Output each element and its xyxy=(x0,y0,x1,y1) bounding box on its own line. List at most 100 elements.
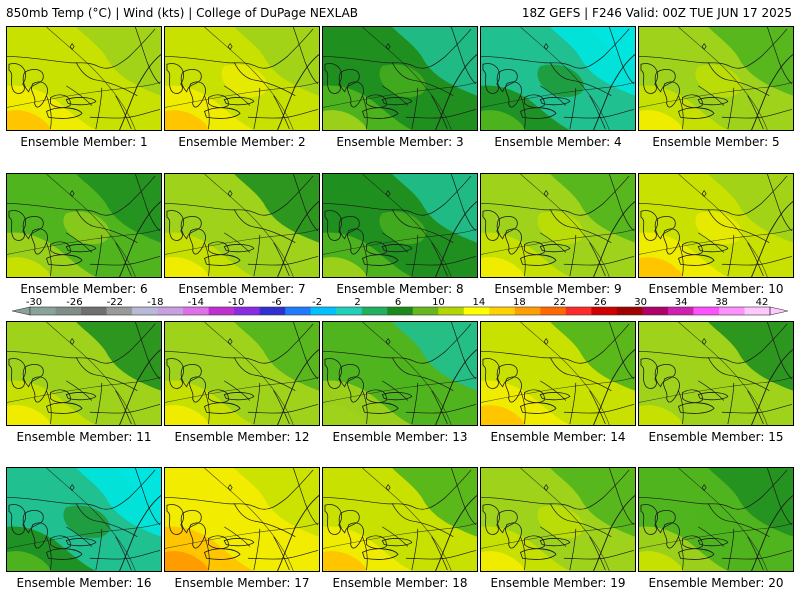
temperature-field xyxy=(481,174,635,277)
colorbar-segment xyxy=(438,307,465,315)
temperature-field xyxy=(165,27,319,130)
ensemble-member-label: Ensemble Member: 11 xyxy=(16,430,152,444)
ensemble-member-map xyxy=(638,467,794,572)
ensemble-member-label: Ensemble Member: 8 xyxy=(336,282,464,296)
ensemble-member-map xyxy=(480,26,636,131)
colorbar-segment xyxy=(234,307,261,315)
ensemble-member-map xyxy=(480,321,636,426)
temperature-field xyxy=(639,322,793,425)
colorbar-tick-label: -26 xyxy=(66,297,82,308)
ensemble-member-label: Ensemble Member: 16 xyxy=(16,576,152,590)
temperature-field xyxy=(481,322,635,425)
ensemble-member-label: Ensemble Member: 10 xyxy=(648,282,784,296)
ensemble-member-label: Ensemble Member: 19 xyxy=(490,576,626,590)
temperature-field xyxy=(7,322,161,425)
ensemble-member-label: Ensemble Member: 5 xyxy=(652,135,780,149)
colorbar-left-arrow xyxy=(11,306,31,316)
temperature-field xyxy=(639,174,793,277)
colorbar-tick-label: -18 xyxy=(147,297,163,308)
colorbar-segment xyxy=(591,307,618,315)
colorbar-segment xyxy=(81,307,108,315)
colorbar-segment xyxy=(387,307,414,315)
ensemble-member-map xyxy=(164,26,320,131)
ensemble-member-label: Ensemble Member: 6 xyxy=(20,282,148,296)
temperature-field xyxy=(323,27,477,130)
colorbar-tick-label: 38 xyxy=(715,297,728,308)
ensemble-member-label: Ensemble Member: 3 xyxy=(336,135,464,149)
temperature-field xyxy=(481,27,635,130)
colorbar-segment xyxy=(106,307,133,315)
temperature-colorbar: -30 -26 -22 -18 -14 -10 -6 -2 2 6 10 14 18 22 26 30 34 38… xyxy=(11,297,789,316)
colorbar-segment xyxy=(565,307,592,315)
ensemble-member-map xyxy=(6,173,162,278)
ensemble-member-map xyxy=(322,173,478,278)
colorbar-tick-label: 10 xyxy=(432,297,445,308)
colorbar-tick-label: 34 xyxy=(675,297,688,308)
colorbar-segment xyxy=(259,307,286,315)
colorbar-segment xyxy=(693,307,720,315)
colorbar-segment xyxy=(208,307,235,315)
ensemble-member-map xyxy=(322,321,478,426)
colorbar-tick-label: 18 xyxy=(513,297,526,308)
temperature-field xyxy=(7,174,161,277)
colorbar-segment xyxy=(667,307,694,315)
ensemble-member-map xyxy=(322,467,478,572)
run-valid-time: 18Z GEFS | F246 Valid: 00Z TUE JUN 17 20… xyxy=(521,6,792,20)
colorbar-segment xyxy=(285,307,312,315)
ensemble-member-label: Ensemble Member: 17 xyxy=(174,576,310,590)
colorbar-segment xyxy=(514,307,541,315)
ensemble-member-label: Ensemble Member: 7 xyxy=(178,282,306,296)
colorbar-tick-label: 14 xyxy=(473,297,486,308)
temperature-field xyxy=(481,468,635,571)
colorbar-tick-label: 42 xyxy=(756,297,769,308)
temperature-field xyxy=(323,468,477,571)
colorbar-tick-label: -6 xyxy=(272,297,282,308)
colorbar-segment xyxy=(183,307,210,315)
ensemble-member-map xyxy=(638,321,794,426)
ensemble-member-label: Ensemble Member: 18 xyxy=(332,576,468,590)
temperature-field xyxy=(323,322,477,425)
ensemble-member-map xyxy=(6,321,162,426)
colorbar-tick-label: 2 xyxy=(354,297,360,308)
ensemble-member-map xyxy=(638,173,794,278)
colorbar-segment xyxy=(540,307,567,315)
colorbar-tick-label: 30 xyxy=(634,297,647,308)
colorbar-tick-label: -10 xyxy=(228,297,244,308)
colorbar-segment xyxy=(463,307,490,315)
ensemble-member-label: Ensemble Member: 2 xyxy=(178,135,306,149)
colorbar-segment xyxy=(30,307,57,315)
ensemble-member-label: Ensemble Member: 1 xyxy=(20,135,148,149)
colorbar-tick-label: -14 xyxy=(188,297,204,308)
temperature-field xyxy=(165,468,319,571)
temperature-field xyxy=(7,27,161,130)
colorbar-segment xyxy=(642,307,669,315)
map-title: 850mb Temp (°C) | Wind (kts) | College o… xyxy=(6,6,359,20)
colorbar-segment xyxy=(744,307,771,315)
ensemble-member-map xyxy=(322,26,478,131)
colorbar-tick-label: -2 xyxy=(312,297,322,308)
ensemble-member-map xyxy=(6,26,162,131)
colorbar-segment xyxy=(616,307,643,315)
ensemble-member-map xyxy=(638,26,794,131)
temperature-field xyxy=(639,27,793,130)
ensemble-member-label: Ensemble Member: 9 xyxy=(494,282,622,296)
ensemble-member-map xyxy=(480,467,636,572)
temperature-field xyxy=(639,468,793,571)
colorbar-segment xyxy=(361,307,388,315)
ensemble-member-map xyxy=(164,467,320,572)
temperature-field xyxy=(7,468,161,571)
colorbar-tick-label: 22 xyxy=(553,297,566,308)
ensemble-member-label: Ensemble Member: 12 xyxy=(174,430,310,444)
ensemble-member-label: Ensemble Member: 20 xyxy=(648,576,784,590)
ensemble-member-map xyxy=(164,173,320,278)
ensemble-member-map xyxy=(6,467,162,572)
colorbar-tick-label: -22 xyxy=(107,297,123,308)
colorbar-tick-label: 6 xyxy=(395,297,401,308)
ensemble-member-map xyxy=(164,321,320,426)
colorbar-segment xyxy=(336,307,363,315)
ensemble-member-label: Ensemble Member: 15 xyxy=(648,430,784,444)
colorbar-tick-label: -30 xyxy=(26,297,42,308)
colorbar-segment xyxy=(489,307,516,315)
colorbar-tick-label: 26 xyxy=(594,297,607,308)
ensemble-member-label: Ensemble Member: 13 xyxy=(332,430,468,444)
